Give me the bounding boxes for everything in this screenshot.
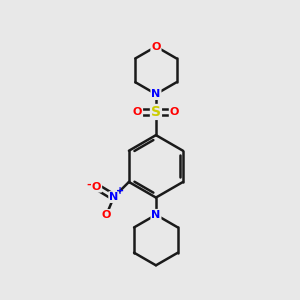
Text: N: N xyxy=(109,192,119,202)
Text: O: O xyxy=(151,42,160,52)
Text: O: O xyxy=(92,182,101,192)
Text: -: - xyxy=(86,180,91,190)
Text: N: N xyxy=(151,89,160,99)
Text: O: O xyxy=(133,107,142,117)
Text: S: S xyxy=(151,105,161,119)
Text: +: + xyxy=(116,185,124,196)
Text: O: O xyxy=(170,107,179,117)
Text: O: O xyxy=(102,210,111,220)
Text: N: N xyxy=(151,210,160,220)
